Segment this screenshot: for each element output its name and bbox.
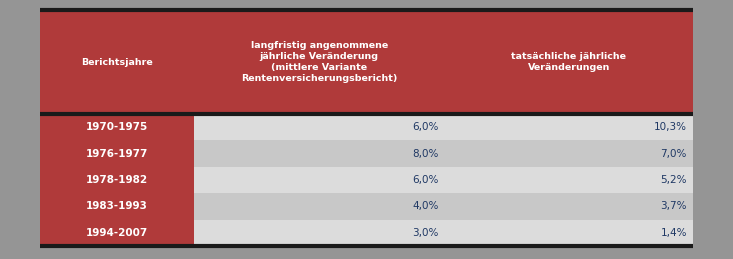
Bar bbox=[40, 140, 194, 167]
Text: 1,4%: 1,4% bbox=[660, 228, 687, 238]
Bar bbox=[194, 220, 445, 246]
Bar bbox=[40, 220, 194, 246]
Bar bbox=[445, 167, 693, 193]
Text: Berichtsjahre: Berichtsjahre bbox=[81, 58, 153, 67]
Bar bbox=[194, 140, 445, 167]
Bar bbox=[445, 140, 693, 167]
Text: 1983-1993: 1983-1993 bbox=[86, 202, 148, 211]
Bar bbox=[40, 10, 693, 114]
Text: 1994-2007: 1994-2007 bbox=[86, 228, 148, 238]
Text: 6,0%: 6,0% bbox=[413, 175, 439, 185]
Text: 5,2%: 5,2% bbox=[660, 175, 687, 185]
Bar bbox=[445, 114, 693, 140]
Bar bbox=[445, 193, 693, 220]
Text: 1970-1975: 1970-1975 bbox=[86, 122, 148, 132]
Bar bbox=[40, 167, 194, 193]
Text: 1978-1982: 1978-1982 bbox=[86, 175, 148, 185]
Bar bbox=[194, 114, 445, 140]
Bar bbox=[194, 167, 445, 193]
Bar bbox=[194, 193, 445, 220]
Text: 8,0%: 8,0% bbox=[413, 149, 439, 159]
Text: 3,7%: 3,7% bbox=[660, 202, 687, 211]
Bar bbox=[40, 193, 194, 220]
Text: 4,0%: 4,0% bbox=[413, 202, 439, 211]
Bar bbox=[40, 114, 194, 140]
Text: 7,0%: 7,0% bbox=[660, 149, 687, 159]
Text: 1976-1977: 1976-1977 bbox=[86, 149, 148, 159]
Text: 3,0%: 3,0% bbox=[413, 228, 439, 238]
Text: langfristig angenommene
jährliche Veränderung
(mittlere Variante
Rentenversicher: langfristig angenommene jährliche Veränd… bbox=[241, 41, 397, 83]
Text: 10,3%: 10,3% bbox=[654, 122, 687, 132]
Text: tatsächliche jährliche
Veränderungen: tatsächliche jährliche Veränderungen bbox=[511, 52, 626, 72]
Bar bbox=[445, 220, 693, 246]
Text: 6,0%: 6,0% bbox=[413, 122, 439, 132]
